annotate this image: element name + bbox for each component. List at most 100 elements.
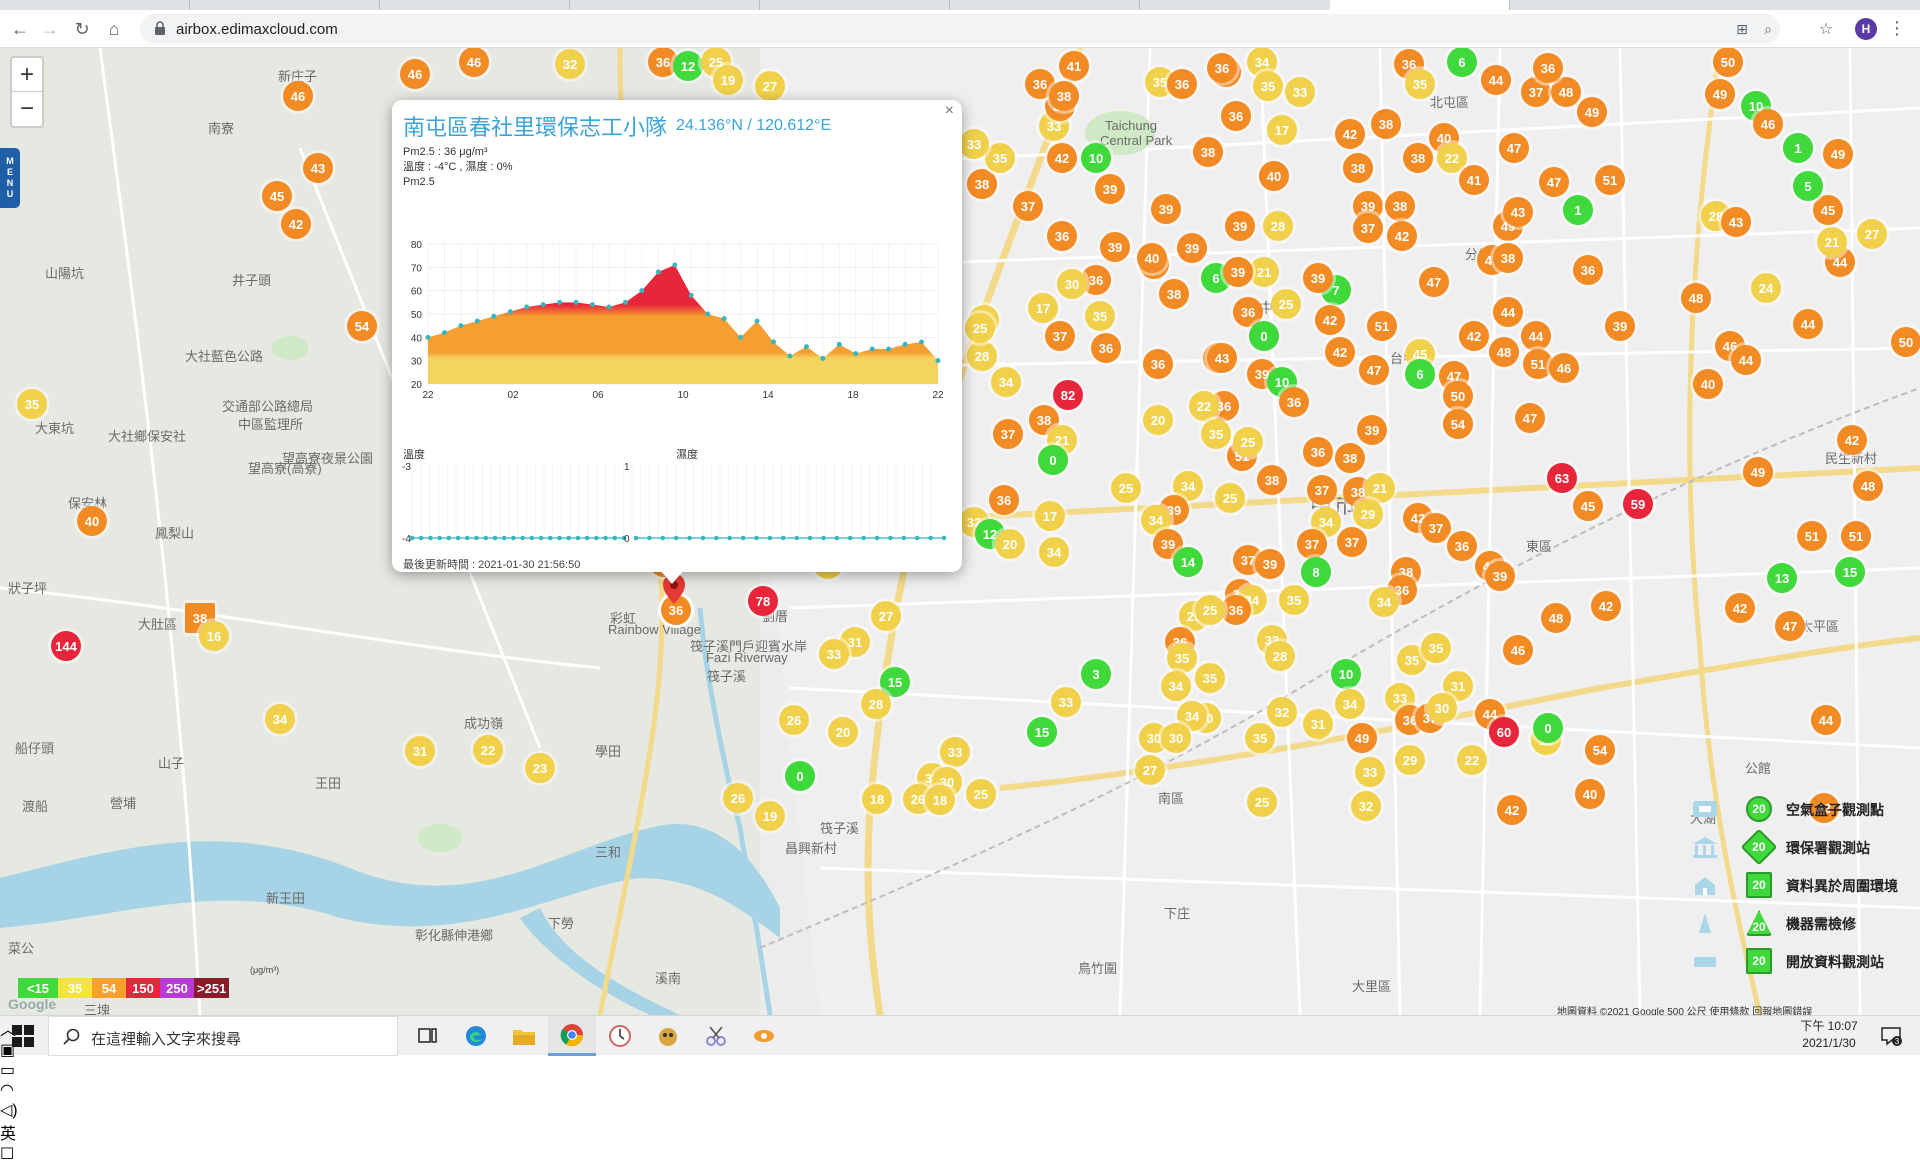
station-marker[interactable]: 42 — [1591, 591, 1621, 621]
station-marker[interactable]: 43 — [1207, 343, 1237, 373]
station-marker[interactable]: 48 — [1551, 77, 1581, 107]
selected-station-marker[interactable]: 36 — [661, 595, 691, 625]
station-marker[interactable]: 35 — [1245, 723, 1275, 753]
station-marker[interactable]: 42 — [1325, 337, 1355, 367]
station-marker[interactable]: 20 — [995, 529, 1025, 559]
station-marker[interactable]: 42 — [1335, 119, 1365, 149]
station-marker[interactable]: 25 — [1195, 595, 1225, 625]
map-view[interactable]: 新庄子 南寮 山陽坑 井子頭 大社藍色公路 交通部公路總局 中區監理所 大東坑 大社鄉保安社 望高… — [0, 48, 1920, 1015]
station-marker[interactable]: 45 — [1813, 195, 1843, 225]
station-marker[interactable]: 38 — [1159, 279, 1189, 309]
station-marker[interactable]: 14 — [1173, 547, 1203, 577]
browser-tab[interactable] — [570, 0, 760, 10]
station-marker[interactable]: 36 — [1143, 349, 1173, 379]
station-marker[interactable]: 54 — [347, 311, 377, 341]
file-explorer-icon[interactable] — [500, 1016, 548, 1056]
browser-tab-active[interactable] — [1330, 0, 1510, 10]
station-marker[interactable]: 54 — [1443, 409, 1473, 439]
station-marker[interactable]: 38 — [1029, 405, 1059, 435]
station-marker[interactable]: 34 — [991, 367, 1021, 397]
station-marker[interactable]: 44 — [1481, 65, 1511, 95]
chrome-icon[interactable] — [548, 1016, 596, 1056]
station-marker[interactable]: 39 — [1177, 233, 1207, 263]
station-marker[interactable]: 25 — [965, 313, 995, 343]
station-marker[interactable]: 22 — [1437, 143, 1467, 173]
station-marker[interactable]: 36 — [989, 485, 1019, 515]
station-marker[interactable]: 47 — [1499, 133, 1529, 163]
station-marker[interactable]: 36 — [1533, 53, 1563, 83]
station-marker[interactable]: 46 — [1753, 109, 1783, 139]
station-marker[interactable]: 47 — [1419, 267, 1449, 297]
station-marker[interactable]: 0 — [785, 761, 815, 791]
popup-close-button[interactable]: × — [944, 102, 954, 119]
station-marker[interactable]: 39 — [1100, 232, 1130, 262]
station-marker[interactable]: 36 — [1091, 333, 1121, 363]
zoom-out-button[interactable]: − — [19, 95, 34, 122]
station-marker[interactable]: 51 — [1595, 165, 1625, 195]
station-marker[interactable]: 39 — [1255, 549, 1285, 579]
station-marker[interactable]: 34 — [1335, 689, 1365, 719]
volume-icon[interactable]: ◁) — [0, 1102, 18, 1119]
station-marker[interactable]: 20 — [828, 717, 858, 747]
station-marker[interactable]: 0 — [1249, 321, 1279, 351]
station-marker[interactable]: 47 — [1775, 611, 1805, 641]
station-marker[interactable]: 13 — [1767, 563, 1797, 593]
station-marker[interactable]: 37 — [1353, 213, 1383, 243]
app-icon-game[interactable] — [644, 1016, 692, 1056]
station-marker[interactable]: 28 — [1263, 211, 1293, 241]
station-marker[interactable]: 19 — [755, 801, 785, 831]
station-marker[interactable]: 1 — [1783, 133, 1813, 163]
station-marker[interactable]: 22 — [1457, 745, 1487, 775]
app-icon-clock[interactable] — [596, 1016, 644, 1056]
station-marker[interactable]: 6 — [1447, 48, 1477, 77]
station-marker[interactable]: 27 — [755, 71, 785, 101]
station-marker[interactable]: 41 — [1059, 51, 1089, 81]
station-marker[interactable]: 3 — [1081, 659, 1111, 689]
station-marker[interactable]: 43 — [1503, 197, 1533, 227]
forward-icon[interactable]: → — [41, 18, 59, 39]
station-marker[interactable]: 144 — [51, 631, 81, 661]
station-marker[interactable]: 31 — [405, 736, 435, 766]
station-marker[interactable]: 33 — [1355, 757, 1385, 787]
station-marker[interactable]: 42 — [1459, 321, 1489, 351]
station-marker[interactable]: 38 — [1343, 153, 1373, 183]
station-marker[interactable]: 44 — [1493, 297, 1523, 327]
station-marker[interactable]: 17 — [1267, 115, 1297, 145]
station-marker[interactable]: 49 — [1823, 139, 1853, 169]
station-marker[interactable]: 27 — [1135, 755, 1165, 785]
station-marker[interactable]: 32 — [1267, 697, 1297, 727]
station-marker[interactable]: 30 — [1161, 723, 1191, 753]
station-marker[interactable]: 40 — [77, 506, 107, 536]
station-marker[interactable]: 36 — [1233, 297, 1263, 327]
station-marker[interactable]: 49 — [1347, 723, 1377, 753]
address-bar[interactable]: airbox.edimaxcloud.com ⊞ ⌕ — [140, 14, 1780, 44]
station-marker[interactable]: 17 — [1028, 293, 1058, 323]
station-marker[interactable]: 35 — [1253, 71, 1283, 101]
station-marker[interactable]: 32 — [555, 49, 585, 79]
station-marker[interactable]: 43 — [1721, 207, 1751, 237]
station-marker[interactable]: 12 — [673, 51, 703, 81]
station-marker[interactable]: 18 — [925, 785, 955, 815]
station-marker[interactable]: 36 — [1221, 595, 1251, 625]
station-marker[interactable]: 38 — [1193, 137, 1223, 167]
station-marker[interactable]: 40 — [1137, 243, 1167, 273]
station-marker[interactable]: 21 — [1249, 257, 1279, 287]
map-attribution[interactable]: 地圖資料 ©2021 Google 500 公尺 使用條款 回報地圖錯誤 — [1557, 1007, 1813, 1015]
station-marker[interactable]: 23 — [525, 753, 555, 783]
station-marker[interactable]: 5 — [1793, 171, 1823, 201]
station-marker[interactable]: 47 — [1539, 167, 1569, 197]
station-marker[interactable]: 37 — [1421, 513, 1451, 543]
station-marker[interactable]: 46 — [1503, 635, 1533, 665]
station-marker[interactable]: 0 — [1038, 445, 1068, 475]
station-marker[interactable]: 21 — [1365, 473, 1395, 503]
station-marker[interactable]: 25 — [966, 779, 996, 809]
more-menu-icon[interactable]: ⋮ — [1888, 18, 1906, 38]
station-marker[interactable]: 21 — [1817, 227, 1847, 257]
station-marker[interactable]: 33 — [959, 129, 989, 159]
station-marker[interactable]: 38 — [1403, 143, 1433, 173]
station-marker[interactable]: 34 — [1039, 537, 1069, 567]
station-marker[interactable]: 82 — [1053, 380, 1083, 410]
station-marker[interactable]: 39 — [1151, 194, 1181, 224]
notification-center-icon[interactable]: 3 — [1880, 1025, 1902, 1047]
browser-tab[interactable] — [950, 0, 1140, 10]
